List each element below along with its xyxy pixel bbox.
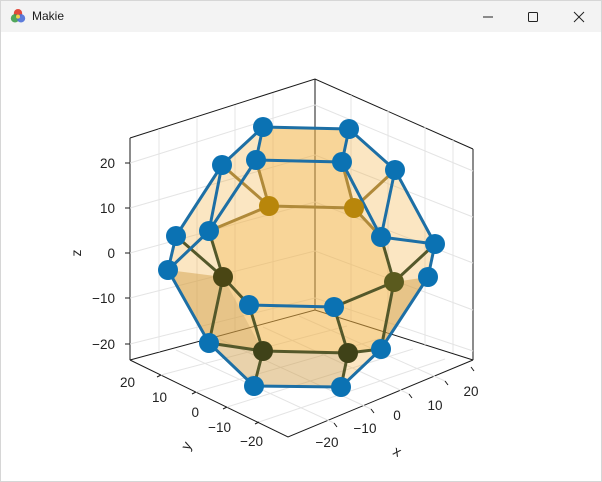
maximize-icon <box>528 11 538 22</box>
vertex <box>371 227 391 247</box>
vertex <box>339 119 359 139</box>
z-tick-label: −20 <box>92 337 115 352</box>
y-tick-label: −10 <box>208 420 231 435</box>
z-tick-label: −10 <box>92 291 115 306</box>
polyhedron-vertices <box>158 117 445 397</box>
z-tick-labels: 20 10 0 −10 −20 <box>92 156 115 352</box>
axis3d-scene[interactable]: 20 10 0 −10 −20 z 20 10 0 −10 −20 y −20 … <box>1 32 602 482</box>
makie-logo-icon <box>10 9 26 23</box>
y-axis-label: y <box>177 439 194 453</box>
vertex <box>244 376 264 396</box>
vertex <box>418 267 438 287</box>
vertex <box>331 377 351 397</box>
minimize-icon <box>483 16 493 17</box>
y-tick-labels: 20 10 0 −10 −20 <box>120 375 263 449</box>
vertex <box>239 295 259 315</box>
minimize-button[interactable] <box>465 1 511 32</box>
vertex <box>371 339 391 359</box>
vertex <box>158 260 178 280</box>
x-tick-label: −10 <box>354 421 377 436</box>
maximize-button[interactable] <box>510 1 556 32</box>
x-tick-label: 0 <box>393 408 401 423</box>
vertex <box>344 198 364 218</box>
vertex <box>384 272 404 292</box>
vertex <box>259 196 279 216</box>
vertex <box>253 341 273 361</box>
z-tick-label: 10 <box>100 201 115 216</box>
polyhedron-hidden-vertices <box>213 196 404 363</box>
y-tick-label: 0 <box>191 405 199 420</box>
close-button[interactable] <box>556 1 601 32</box>
vertex <box>332 152 352 172</box>
vertex <box>338 343 358 363</box>
axis-panels <box>129 78 474 438</box>
vertex <box>253 117 273 137</box>
x-tick-labels: −20 −10 0 10 20 <box>316 384 479 450</box>
window-title: Makie <box>32 9 65 23</box>
close-icon <box>573 11 585 22</box>
vertex <box>425 234 445 254</box>
z-tick-label: 0 <box>107 246 115 261</box>
x-tick-label: 10 <box>427 398 442 413</box>
y-tick-label: 10 <box>152 390 167 405</box>
vertex <box>213 267 233 287</box>
z-axis-label: z <box>68 250 84 257</box>
title-bar[interactable]: Makie <box>1 1 601 32</box>
vertex <box>246 150 266 170</box>
vertex <box>199 333 219 353</box>
x-tick-label: −20 <box>316 435 339 450</box>
tick-marks <box>125 162 475 428</box>
vertex <box>199 221 219 241</box>
x-axis-label: x <box>391 442 405 459</box>
vertex <box>212 155 232 175</box>
vertex <box>166 226 186 246</box>
y-tick-label: −20 <box>240 434 263 449</box>
x-tick-label: 20 <box>463 384 478 399</box>
y-tick-label: 20 <box>120 375 135 390</box>
vertex <box>324 297 344 317</box>
plot-canvas[interactable]: 20 10 0 −10 −20 z 20 10 0 −10 −20 y −20 … <box>1 32 602 482</box>
vertex <box>385 160 405 180</box>
z-tick-label: 20 <box>100 156 115 171</box>
